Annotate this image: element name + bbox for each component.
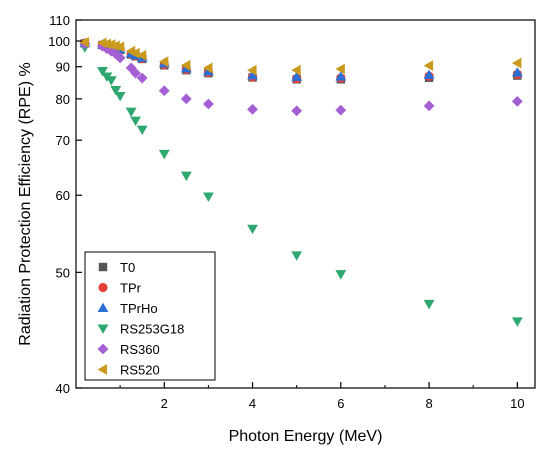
- legend-label: RS360: [120, 342, 160, 357]
- data-marks: [79, 36, 523, 327]
- y-tick-label: 100: [48, 34, 70, 49]
- data-point: [335, 63, 345, 75]
- x-axis: 2 4 6 8 10: [119, 382, 525, 411]
- data-point: [180, 171, 192, 182]
- data-point: [105, 76, 117, 86]
- data-point: [335, 270, 347, 280]
- data-point: [110, 48, 122, 60]
- data-point: [335, 71, 347, 81]
- data-point: [158, 56, 169, 68]
- legend-label: TPrHo: [120, 301, 158, 316]
- x-tick-label: 4: [249, 396, 256, 411]
- y-tick-label: 40: [56, 381, 70, 396]
- data-point: [114, 91, 126, 102]
- data-point: [130, 116, 141, 127]
- data-point: [291, 71, 303, 81]
- data-point: [79, 36, 89, 48]
- data-point: [203, 192, 214, 202]
- data-point: [97, 67, 108, 77]
- legend-marker: [98, 262, 108, 272]
- data-point: [511, 96, 523, 107]
- legend-label: T0: [120, 260, 135, 275]
- legend-marker: [98, 282, 108, 293]
- plot-frame: [75, 19, 536, 389]
- x-tick-label: 6: [337, 396, 344, 411]
- data-point: [423, 69, 435, 80]
- legend-label: RS253G18: [120, 322, 184, 337]
- data-point: [247, 64, 257, 76]
- x-axis-title: Photon Energy (MeV): [229, 428, 383, 445]
- x-tick-label: 8: [425, 396, 432, 411]
- data-point: [125, 62, 137, 74]
- data-point: [136, 49, 147, 61]
- y-tick-label: 90: [56, 60, 70, 75]
- legend-box: [84, 251, 216, 381]
- data-point: [101, 38, 111, 50]
- data-point: [511, 67, 523, 77]
- legend-marker: [97, 364, 108, 375]
- y-tick-label: 70: [56, 133, 70, 148]
- y-axis-title: Radiation Protection Efficiency (RPE) %: [17, 62, 34, 345]
- data-point: [203, 98, 214, 110]
- data-point: [423, 299, 435, 310]
- data-point: [247, 224, 258, 235]
- data-point: [291, 251, 303, 261]
- data-point: [114, 41, 125, 53]
- data-point: [511, 57, 522, 69]
- data-point: [130, 67, 141, 79]
- x-tick-label: 2: [161, 396, 168, 411]
- data-point: [335, 104, 347, 116]
- data-point: [423, 60, 434, 71]
- data-point: [203, 62, 213, 74]
- data-point: [247, 69, 258, 80]
- data-point: [114, 52, 126, 64]
- series-RS520: [79, 36, 522, 76]
- y-tick-label: 110: [49, 13, 70, 28]
- data-point: [125, 107, 137, 118]
- data-point: [97, 37, 107, 49]
- data-point: [291, 64, 301, 76]
- legend-marker: [97, 324, 109, 334]
- data-point: [136, 72, 148, 84]
- legend: T0 TPr TPrHo RS253G18 RS360 RS520: [84, 251, 216, 381]
- y-tick-label: 60: [56, 188, 70, 203]
- data-point: [158, 85, 170, 97]
- data-point: [110, 40, 120, 52]
- legend-label: RS520: [120, 363, 160, 378]
- data-point: [180, 59, 191, 71]
- data-point: [511, 317, 523, 327]
- x-tick-label: 10: [510, 396, 524, 411]
- data-point: [130, 47, 140, 59]
- data-point: [291, 105, 303, 117]
- data-point: [247, 103, 258, 115]
- data-point: [423, 100, 435, 112]
- y-axis: 40 50 60 70 80 90 100 110: [48, 13, 82, 396]
- data-point: [180, 93, 192, 105]
- data-point: [110, 86, 122, 96]
- y-tick-label: 80: [56, 92, 70, 107]
- y-tick-label: 50: [56, 265, 70, 280]
- series-RS253G18: [79, 43, 523, 327]
- data-point: [136, 125, 148, 136]
- data-point: [158, 149, 170, 160]
- legend-marker: [97, 343, 109, 355]
- legend-label: TPr: [120, 281, 142, 296]
- legend-marker: [97, 302, 109, 313]
